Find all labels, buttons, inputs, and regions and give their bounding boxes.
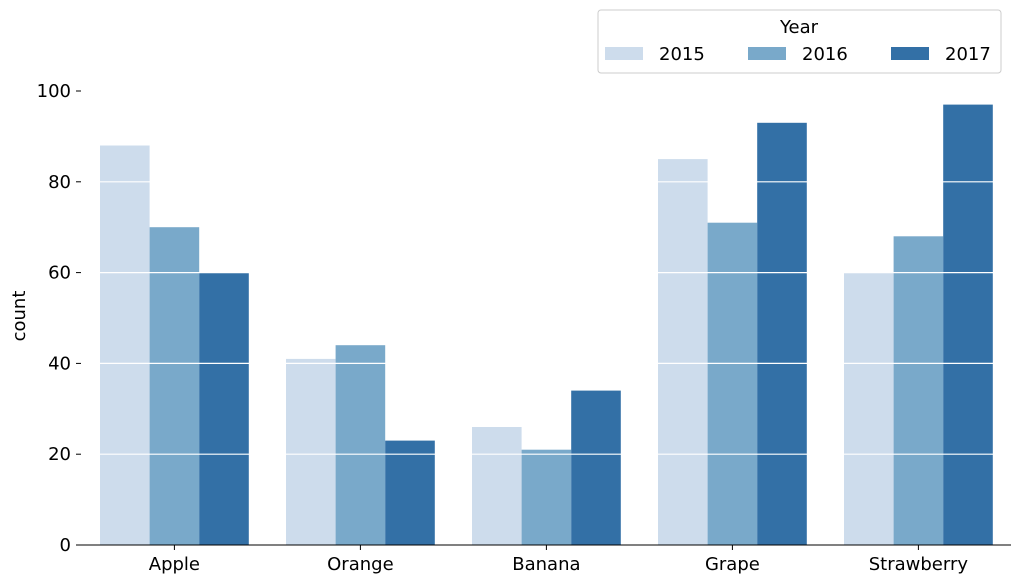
x-tick-label-apple: Apple	[149, 554, 200, 575]
x-axis: Apple Orange Banana Grape Strawberry	[76, 544, 1011, 575]
legend-swatch-2017	[891, 47, 929, 60]
y-tick-label-60: 60	[48, 263, 71, 284]
bar-apple-2017	[199, 272, 249, 545]
bar-strawberry-2016	[893, 236, 944, 546]
bar-orange-2017	[385, 440, 435, 545]
bar-grape-2016	[707, 222, 758, 545]
y-tick-label-40: 40	[48, 353, 71, 374]
legend: Year 2015 2016 2017	[597, 9, 1002, 74]
y-tick-label-0: 0	[60, 535, 71, 556]
legend-label-2016: 2016	[802, 44, 848, 65]
y-tick-label-80: 80	[48, 172, 71, 193]
legend-title: Year	[779, 17, 819, 38]
bar-grape-2015	[658, 159, 708, 545]
bar-apple-2016	[149, 227, 200, 545]
bar-strawberry-2017	[943, 104, 993, 545]
gridlines-group	[76, 90, 1011, 455]
legend-swatch-2015	[605, 47, 643, 60]
y-tick-label-100: 100	[37, 81, 71, 102]
bar-banana-2017	[571, 390, 621, 545]
legend-swatch-2016	[748, 47, 786, 60]
bar-banana-2015	[472, 427, 522, 545]
y-axis: 0 20 40 60 80 100	[37, 81, 81, 556]
y-axis-label: count	[9, 291, 30, 342]
legend-label-2017: 2017	[945, 44, 991, 65]
bars-group	[100, 104, 993, 546]
bar-orange-2015	[286, 358, 336, 545]
bar-orange-2016	[335, 345, 386, 545]
bar-strawberry-2015	[844, 272, 894, 545]
x-tick-label-strawberry: Strawberry	[869, 554, 969, 575]
x-tick-label-banana: Banana	[512, 554, 580, 575]
bar-apple-2015	[100, 145, 150, 545]
y-tick-label-20: 20	[48, 444, 71, 465]
x-tick-label-orange: Orange	[327, 554, 394, 575]
bar-banana-2016	[521, 449, 572, 545]
x-tick-label-grape: Grape	[705, 554, 760, 575]
legend-items: 2015 2016 2017	[605, 44, 991, 65]
legend-label-2015: 2015	[659, 44, 705, 65]
bar-grape-2017	[757, 122, 807, 546]
